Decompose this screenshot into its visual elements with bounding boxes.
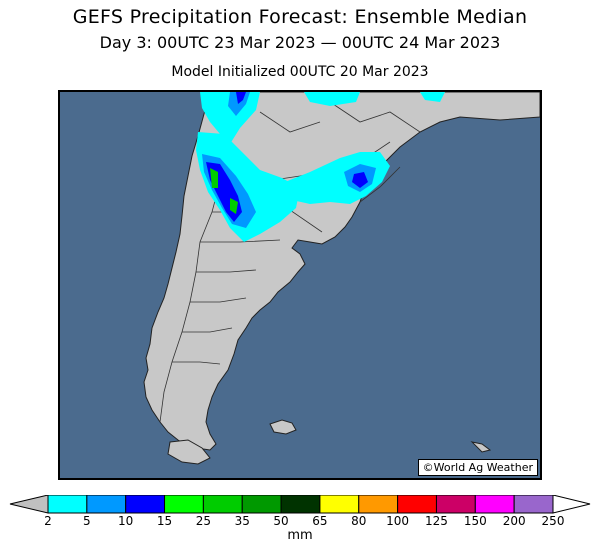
colorbar-tick-label: 2 [44, 514, 52, 528]
colorbar-tick-label: 250 [542, 514, 565, 528]
tierra-del-fuego [167, 439, 211, 465]
colorbar-tick-label: 15 [157, 514, 172, 528]
precip-band-north-5mm [228, 92, 250, 116]
colorbar-unit: mm [287, 528, 312, 543]
colorbar-tick-label: 35 [235, 514, 250, 528]
precip-east-10mm [352, 172, 368, 188]
colorbar-tick-label: 125 [425, 514, 448, 528]
colorbar-cell [474, 495, 515, 514]
precip-map: ©World Ag Weather [58, 90, 542, 480]
colorbar-cells [47, 495, 554, 514]
colorbar-over-arrow [552, 495, 591, 514]
precip-top-right [304, 92, 360, 106]
colorbar-tick-label: 65 [312, 514, 327, 528]
colorbar-tick-label: 150 [464, 514, 487, 528]
precip-central-15mm-south [230, 198, 238, 214]
colorbar-tick-label: 25 [196, 514, 211, 528]
colorbar-tick-label: 50 [273, 514, 288, 528]
precip-central-15mm [210, 168, 218, 188]
colorbar-cell [397, 495, 437, 514]
colorbar-ticks: 2 5 10 15 25 35 50 65 80 100 125 150 200 250 [44, 514, 564, 528]
colorbar-tick-label: 80 [351, 514, 366, 528]
falkland-islands [269, 419, 297, 435]
colorbar-cell [358, 495, 399, 514]
colorbar: 2 5 10 15 25 35 50 65 80 100 125 150 200 250 mm [9, 495, 591, 543]
colorbar-cell [47, 495, 88, 514]
colorbar-cell [241, 495, 282, 514]
precip-top-far-right [420, 92, 445, 102]
map-canvas [60, 92, 540, 478]
colorbar-tick-label: 100 [386, 514, 409, 528]
colorbar-tick-label: 10 [118, 514, 133, 528]
south-georgia [470, 441, 492, 453]
colorbar-cell [280, 495, 321, 514]
colorbar-cell [164, 495, 204, 514]
colorbar-cell [86, 495, 127, 514]
colorbar-under-arrow [9, 495, 49, 514]
colorbar-cell [319, 495, 360, 514]
valid-period: Day 3: 00UTC 23 Mar 2023 — 00UTC 24 Mar … [99, 33, 501, 52]
colorbar-tick-label: 200 [503, 514, 526, 528]
precip-overlay [196, 92, 445, 242]
map-title: GEFS Precipitation Forecast: Ensemble Me… [72, 6, 528, 28]
precip-band-north-10mm [236, 92, 246, 104]
colorbar-cell [125, 495, 166, 514]
precip-central-2mm [196, 132, 300, 242]
init-time: Model Initialized 00UTC 20 Mar 2023 [171, 64, 429, 80]
colorbar-cell [435, 495, 476, 514]
colorbar-tick-label: 5 [83, 514, 91, 528]
credit-label: ©World Ag Weather [417, 459, 538, 476]
colorbar-cell [513, 495, 554, 514]
colorbar-cell [202, 495, 243, 514]
